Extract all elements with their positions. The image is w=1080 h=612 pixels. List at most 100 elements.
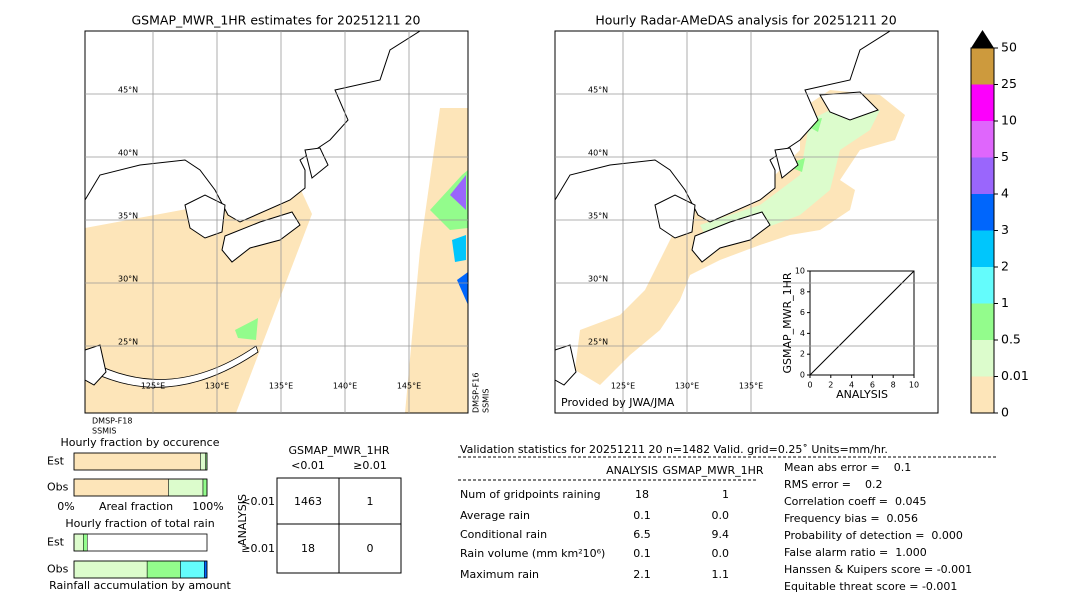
panel-footer: Rainfall accumulation by amount [49,579,231,592]
stat-label: Rain volume (mm km²10⁶) [460,547,605,560]
colorbar-swatch [971,303,994,340]
map-left [84,30,468,413]
table-cell: 1463 [294,495,322,508]
table-cell: 18 [301,542,315,555]
panel-title: Hourly fraction by occurence [61,436,220,449]
sensor-note: DMSP-F18 [92,417,132,426]
colorbar-label: 3 [1001,222,1009,237]
stat-label: Num of gridpoints raining [460,488,601,501]
colorbar-label: 0.5 [1001,332,1021,347]
colorbar-label: 4 [1001,186,1009,201]
colorbar-extend [971,30,994,48]
fraction-segment [73,452,201,471]
y-tick-label: 8 [800,287,805,296]
score: Frequency bias = 0.056 [784,512,918,525]
x-axis-label: ANALYSIS [836,388,888,401]
row-label: Obs [47,563,69,576]
fraction-segment [200,452,206,471]
stat-value: 0.1 [633,547,651,560]
lon-label: 125°E [611,382,635,391]
stat-value: 1.1 [712,568,730,581]
map-title: GSMAP_MWR_1HR estimates for 20251211 20 [132,13,421,28]
colorbar-swatch [971,157,994,194]
lat-label: 40°N [588,149,608,158]
axis-label: 0% [57,500,74,513]
fraction-segment [73,560,148,579]
lat-label: 35°N [588,212,608,221]
y-tick-label: 0 [800,371,805,380]
colorbar-label: 50 [1001,40,1017,55]
panel-title: Hourly fraction of total rain [65,517,214,530]
colorbar-label: 0 [1001,405,1009,420]
lon-label: 135°E [739,382,763,391]
map-frame [84,30,469,414]
fraction-segment [168,478,204,497]
col-label: <0.01 [291,459,325,472]
y-axis-label: GSMAP_MWR_1HR [781,272,794,373]
x-tick-label: 2 [828,381,833,390]
stat-value: 6.5 [633,528,651,541]
table-cell: 0 [367,542,374,555]
stat-label: Conditional rain [460,528,547,541]
sensor-note: SSMIS [92,427,117,436]
score: Mean abs error = 0.1 [784,461,911,474]
axis-label: Areal fraction [99,500,173,513]
lat-label: 30°N [118,275,138,284]
bar-frame [73,452,208,471]
lat-label: 45°N [588,86,608,95]
col-header: ANALYSIS [606,464,658,477]
colorbar-label: 1 [1001,295,1009,310]
colorbar-label: 10 [1001,113,1017,128]
stat-value: 0.0 [712,547,730,560]
score: Probability of detection = 0.000 [784,529,963,542]
sensor-note: DMSP-F16 [472,373,481,413]
colorbar-swatch [971,267,994,304]
lat-label: 40°N [118,149,138,158]
y-tick-label: 6 [800,308,805,317]
y-tick-label: 10 [795,267,805,276]
table-cell: 1 [367,495,374,508]
row-title: ANALYSIS [236,494,249,546]
stat-value: 9.4 [712,528,730,541]
x-tick-label: 6 [870,381,875,390]
stats-header: Validation statistics for 20251211 20 n=… [460,443,888,456]
colorbar-swatch [971,340,994,377]
stat-label: Average rain [460,509,530,522]
col-label: ≥0.01 [353,459,387,472]
bar-frame [73,478,208,497]
lon-label: 140°E [333,382,357,391]
fraction-segment [83,533,88,552]
lon-label: 130°E [205,382,229,391]
colorbar-swatch [971,121,994,158]
lat-label: 25°N [588,338,608,347]
lon-label: 145°E [397,382,421,391]
fraction-segment [73,533,84,552]
fraction-segment [202,478,208,497]
fraction-segment [73,478,169,497]
table-title: GSMAP_MWR_1HR [288,444,389,457]
colorbar-label: 2 [1001,259,1009,274]
fraction-segment [146,560,181,579]
colorbar-swatch [971,376,994,413]
map-title: Hourly Radar-AMeDAS analysis for 2025121… [595,13,896,28]
colorbar-swatch [971,48,994,85]
colorbar-swatch [971,84,994,121]
col-header: GSMAP_MWR_1HR [662,464,763,477]
x-tick-label: 10 [909,381,919,390]
lat-label: 25°N [118,338,138,347]
colorbar-swatch [971,230,994,267]
stat-value: 2.1 [633,568,651,581]
row-label: Obs [47,481,69,494]
lon-label: 130°E [675,382,699,391]
stat-label: Maximum rain [460,568,539,581]
credit: Provided by JWA/JMA [561,396,675,409]
row-label: Est [47,536,65,549]
x-tick-label: 0 [807,381,812,390]
stat-value: 18 [635,488,649,501]
contingency-grid [276,477,402,574]
stat-value: 0.1 [633,509,651,522]
sensor-note: SSMIS [482,389,491,414]
row-label: Est [47,455,65,468]
lat-label: 35°N [118,212,138,221]
